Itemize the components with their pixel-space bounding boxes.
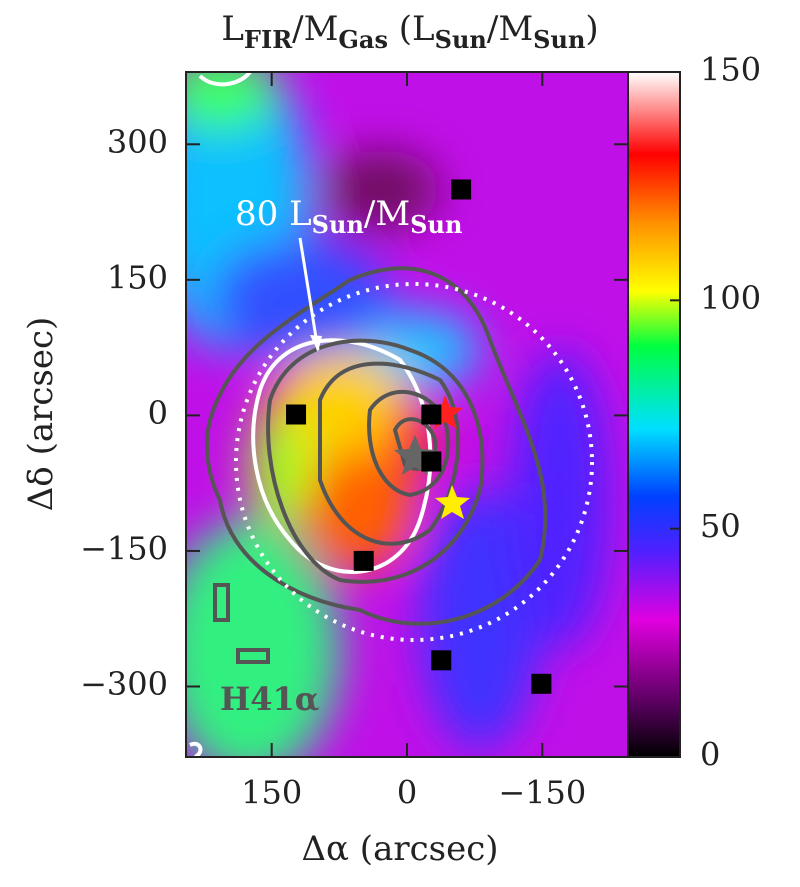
text-part: /M bbox=[487, 9, 533, 49]
annotation: 80 LSun/MSun bbox=[235, 194, 462, 239]
x-tick-label: 150 bbox=[241, 774, 302, 812]
chart-title: LFIR/MGas (LSun/MSun) bbox=[221, 9, 598, 54]
source-marker bbox=[421, 451, 442, 472]
source-marker bbox=[431, 650, 452, 671]
y-tick-label: 0 bbox=[148, 394, 168, 432]
source-marker bbox=[531, 673, 552, 694]
colorbar-tick-label: 50 bbox=[700, 507, 741, 545]
text-part: Sun bbox=[312, 210, 364, 239]
text-part: /M bbox=[292, 9, 338, 49]
x-tick-label: 0 bbox=[397, 774, 417, 812]
text-part: Sun bbox=[410, 210, 462, 239]
text-part: /M bbox=[364, 194, 410, 234]
y-axis-label: Δδ (arcsec) bbox=[21, 317, 61, 512]
text-part: FIR bbox=[244, 25, 293, 54]
source-marker bbox=[353, 550, 374, 571]
x-axis-label: Δα (arcsec) bbox=[301, 829, 498, 869]
text-part: ) bbox=[585, 9, 598, 49]
y-tick-label: 300 bbox=[107, 123, 168, 161]
y-tick-label: −300 bbox=[80, 665, 168, 703]
y-tick-label: 150 bbox=[107, 258, 168, 296]
source-marker bbox=[421, 404, 442, 425]
text-part: Gas bbox=[338, 25, 388, 54]
colorbar-tick-label: 100 bbox=[700, 279, 761, 317]
heatmap-image bbox=[186, 72, 628, 757]
text-part: (L bbox=[388, 9, 435, 49]
text-part: L bbox=[221, 9, 244, 49]
colorbar-tick-label: 0 bbox=[700, 736, 720, 774]
colorbar bbox=[627, 71, 681, 758]
x-tick-label: −150 bbox=[498, 774, 586, 812]
line-label: H41α bbox=[220, 680, 319, 718]
text-part: Sun bbox=[435, 25, 487, 54]
source-marker bbox=[286, 404, 307, 425]
text-part: 80 L bbox=[235, 194, 312, 234]
colorbar-tick-label: 150 bbox=[700, 51, 761, 89]
source-marker bbox=[451, 179, 472, 200]
text-part: Sun bbox=[533, 25, 585, 54]
y-tick-label: −150 bbox=[80, 529, 168, 567]
